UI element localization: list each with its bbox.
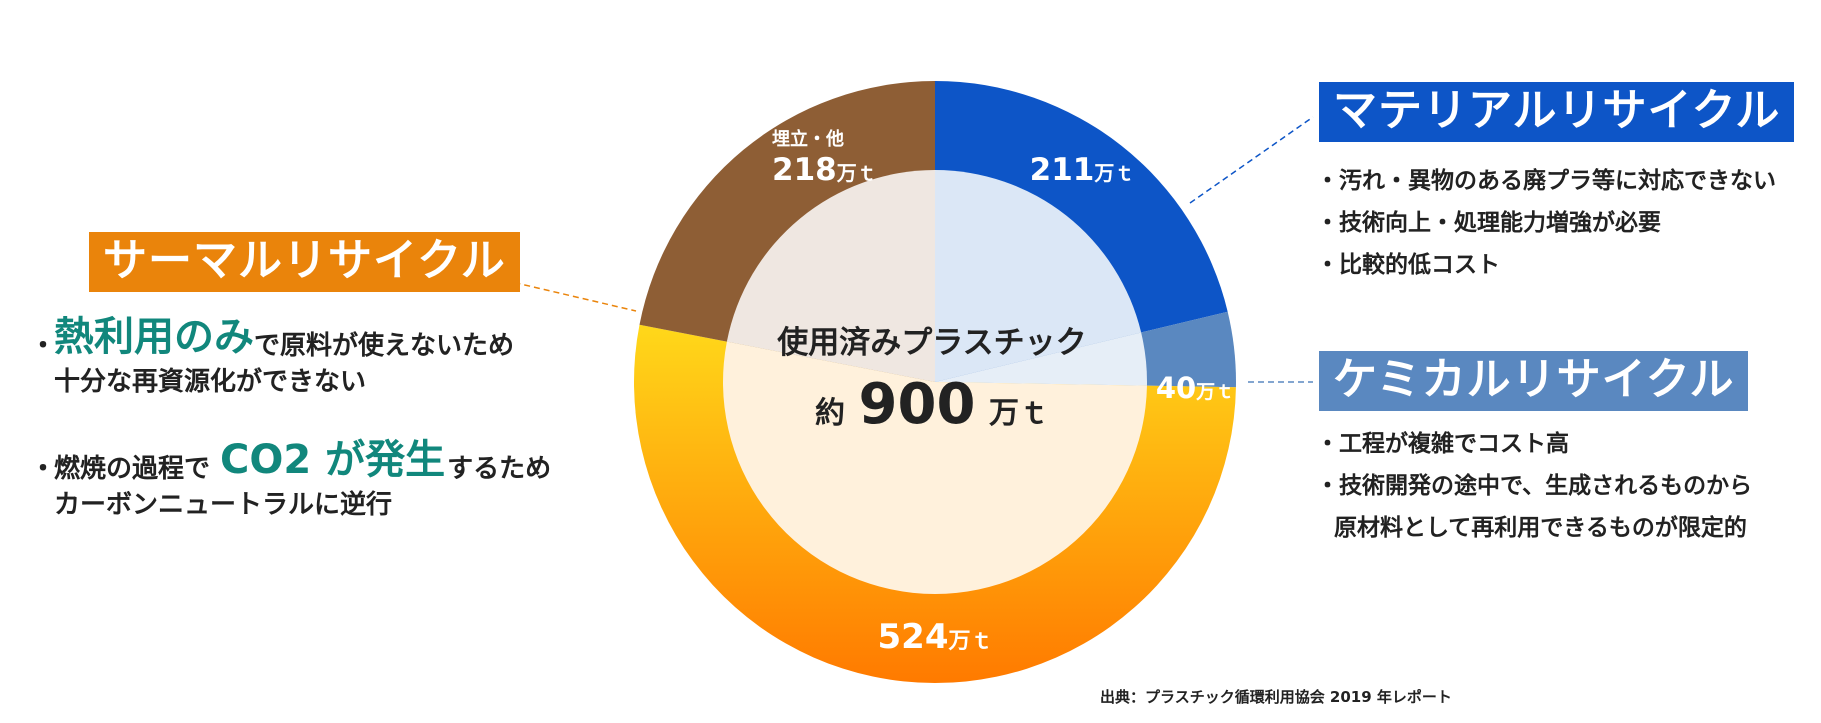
chemical-note-2: ・技術開発の途中で、生成されるものから [1316,473,1753,499]
center-title: 使用済みプラスチック [776,325,1086,361]
thermal-note-1-emphasis: 熱利用のみ [54,314,254,360]
thermal-note-1-text: で原料が使えないため [254,331,515,361]
thermal-note-2-line2: カーボンニュートラルに逆行 [54,490,393,520]
thermal-note-2: ・燃焼の過程で CO2 が発生 するため カーボンニュートラルに逆行 [30,435,551,525]
thermal-note-2-pre: 燃焼の過程で [54,454,211,484]
bullet: ・ [30,454,57,484]
pie-inner-slice-chemical [935,332,1148,386]
pie-inner-slice-material [935,170,1142,382]
pie-inner-slice-landfill [726,170,935,382]
material-leader-line [1189,116,1314,204]
thermal-note-2-text: するため [447,454,552,484]
thermal-note-1-line2: 十分な再資源化ができない [54,367,367,397]
slice-value-label-thermal: 524万ｔ [878,617,993,657]
bullet: ・ [30,331,57,361]
center-total-unit: 万ｔ [989,396,1049,431]
material-note-2: ・技術向上・処理能力増強が必要 [1316,210,1661,236]
slice-value-label-material: 211万ｔ [1030,152,1135,188]
material-note-1: ・汚れ・異物のある廃プラ等に対応できない [1316,168,1776,194]
source-citation: 出典：プラスチック循環利用協会 2019 年レポート [1100,688,1452,706]
material-note-3: ・比較的低コスト [1316,252,1500,278]
thermal-note-1: ・熱利用のみ で原料が使えないため 十分な再資源化ができない [30,312,514,402]
slice-value-label-chemical: 40万ｔ [1156,371,1234,405]
chemical-note-1: ・工程が複雑でコスト高 [1316,431,1569,457]
center-total: 約 900 万ｔ [815,372,1049,437]
thermal-note-2-emphasis: CO2 が発生 [220,437,446,483]
material-recycle-heading: マテリアルリサイクル [1319,82,1795,142]
chemical-note-2-cont: 原材料として再利用できるものが限定的 [1334,515,1747,541]
thermal-recycle-heading: サーマルリサイクル [89,232,520,292]
chemical-notes: ・工程が複雑でコスト高 ・技術開発の途中で、生成されるものから 原材料として再利… [1316,423,1752,549]
material-notes: ・汚れ・異物のある廃プラ等に対応できない ・技術向上・処理能力増強が必要 ・比較… [1316,160,1776,286]
center-total-prefix: 約 [815,396,845,431]
slice-value-label-landfill: 218万ｔ [772,152,877,188]
chemical-recycle-heading: ケミカルリサイクル [1319,351,1749,411]
pie-inner-slice-thermal [723,341,1147,594]
center-total-value: 900 [859,372,976,437]
slice-sublabel-landfill: 埋立・他 [772,128,844,150]
